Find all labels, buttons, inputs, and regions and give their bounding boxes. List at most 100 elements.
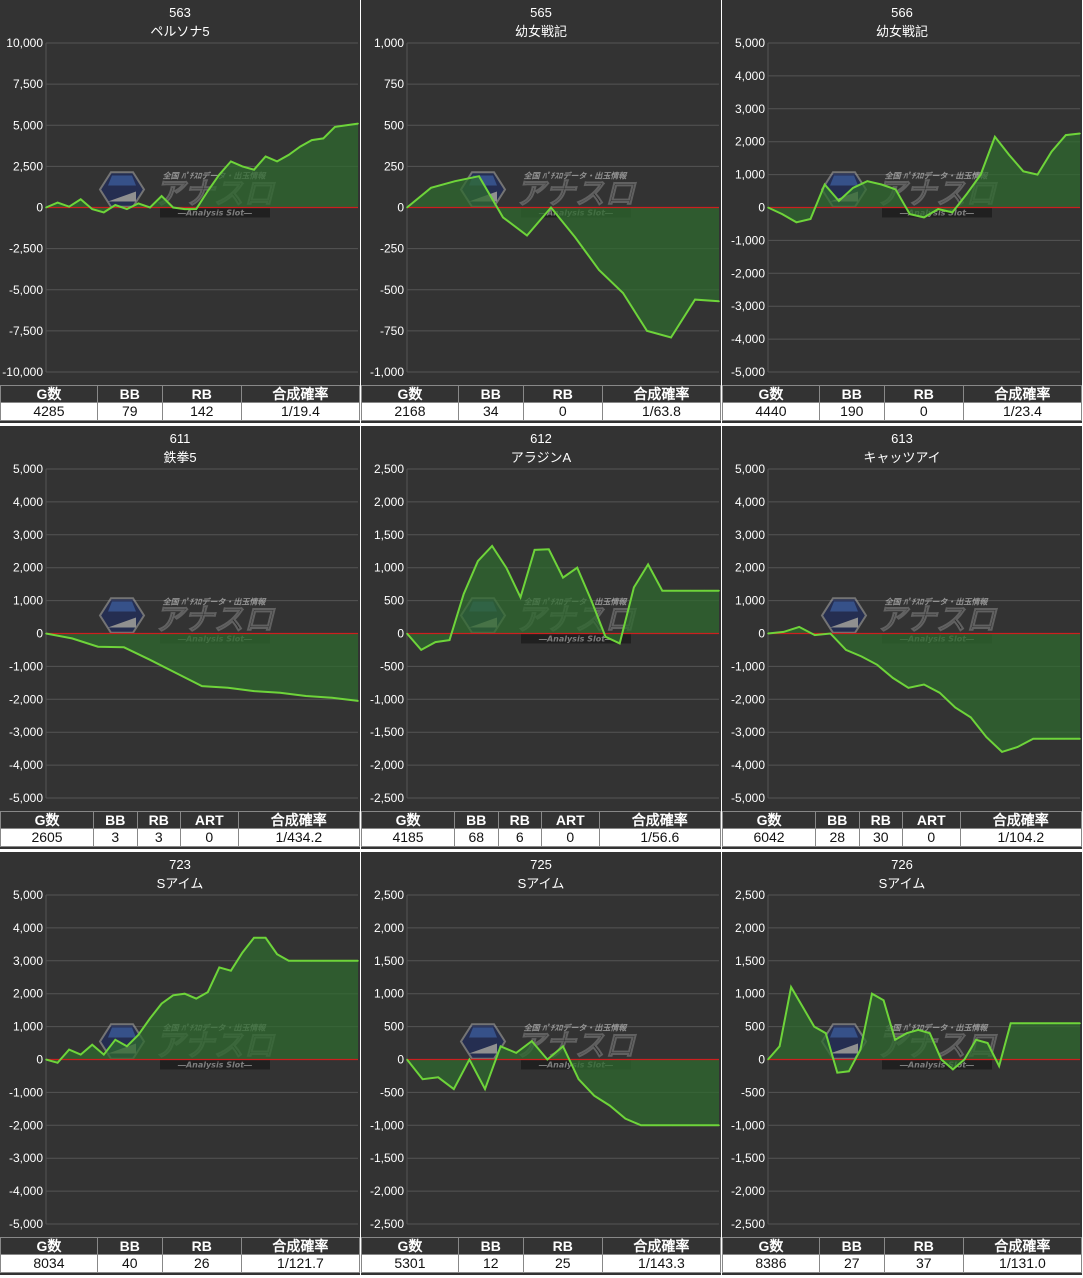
machine-name: 幼女戦記 (514, 24, 567, 39)
data-point (207, 190, 209, 192)
data-point (45, 206, 47, 209)
data-point (68, 1048, 70, 1051)
stats-header-row: G数 BB RB 合成確率 (722, 385, 1082, 403)
data-point (951, 211, 954, 214)
y-tick-label: -2,500 (370, 791, 404, 805)
data-point (287, 960, 290, 962)
data-point (852, 187, 854, 189)
data-point (279, 691, 281, 694)
series-area (407, 176, 719, 338)
chart: 2,500 2,000 1,500 1,000 500 0 -500 -1,000 -1,500… (370, 462, 720, 805)
chart: 2,500 2,000 1,500 1,000 500 0 -500 -1,000 -1,500… (370, 888, 720, 1231)
y-tick-label: 1,500 (374, 954, 404, 968)
y-tick-label: -5,000 (731, 791, 765, 805)
stats-header: BB (457, 385, 524, 403)
stats-table: G数 BB RB 合成確率 5301 12 25 1/143.3 (361, 1237, 721, 1273)
data-point (882, 999, 885, 1002)
watermark-sub-text: ―Analysis Slot― (177, 1061, 252, 1070)
data-point (782, 631, 785, 633)
y-tick-label: 2,000 (374, 495, 404, 509)
y-tick-label: -1,000 (370, 1118, 404, 1132)
y-tick-label: 1,000 (374, 36, 404, 50)
stats-header: ART (179, 811, 239, 829)
data-point (1056, 1022, 1058, 1025)
stats-header: 合成確率 (962, 1237, 1082, 1255)
data-point (172, 994, 174, 997)
y-tick-label: 500 (384, 594, 404, 608)
stats-value: 34 (457, 402, 524, 421)
stats-value: 2168 (361, 402, 459, 421)
stats-value-row: 2605 3 3 0 1/434.2 (0, 828, 360, 847)
data-point (618, 642, 621, 645)
y-tick-label: -1,000 (9, 1085, 43, 1099)
data-point (1001, 751, 1003, 753)
stats-header: RB (497, 811, 542, 829)
data-point (406, 632, 408, 635)
stats-value: 6 (497, 828, 542, 847)
y-tick-label: -2,500 (9, 242, 43, 256)
data-point (670, 336, 672, 339)
series-area (46, 633, 358, 701)
y-tick-label: -2,000 (370, 758, 404, 772)
stats-value: 40 (96, 1254, 163, 1273)
data-point (562, 1045, 564, 1048)
data-point (334, 960, 336, 962)
data-point (909, 213, 911, 215)
y-tick-label: 1,000 (374, 987, 404, 1001)
machine-number: 613 (891, 431, 913, 446)
data-point (462, 593, 465, 595)
stats-table: G数 BB RB ART 合成確率 6042 28 30 0 1/104.2 (722, 811, 1082, 847)
y-tick-label: -4,000 (9, 1184, 43, 1198)
data-point (938, 691, 941, 694)
watermark-top-text: 全国 ﾊﾟﾁｽﾛデータ・出玉情報 (885, 1023, 990, 1033)
data-point (640, 1124, 642, 1127)
y-tick-label: 0 (758, 1053, 765, 1067)
stats-header: ART (540, 811, 600, 829)
data-point (123, 646, 125, 649)
data-point (687, 1124, 689, 1127)
data-point (45, 632, 47, 635)
stats-value: 0 (540, 828, 600, 847)
data-point (253, 168, 255, 171)
y-tick-label: 5,000 (735, 462, 765, 476)
data-point (56, 201, 59, 204)
data-point (871, 992, 873, 995)
y-tick-label: 5,000 (13, 462, 43, 476)
watermark-top-text: 全国 ﾊﾟﾁｽﾛデータ・出玉情報 (163, 597, 268, 607)
machine-panel: 565 幼女戦記 1,000 750 500 250 0 -250 -500 -750 -1,000… (361, 0, 721, 423)
data-point (795, 221, 798, 224)
stats-header: 合成確率 (601, 1237, 721, 1255)
data-point (718, 589, 720, 592)
data-point (448, 639, 451, 641)
data-point (689, 589, 692, 592)
series-line (406, 175, 720, 339)
data-point (694, 298, 696, 301)
data-point (781, 213, 783, 215)
stats-header: 合成確率 (601, 385, 721, 403)
y-tick-label: 4,000 (13, 921, 43, 935)
data-point (675, 589, 678, 592)
y-tick-label: -3,000 (9, 725, 43, 739)
y-tick-label: -750 (380, 324, 404, 338)
y-tick-label: -5,000 (731, 365, 765, 379)
y-tick-label: 5,000 (13, 888, 43, 902)
data-point (334, 126, 336, 128)
data-point (894, 188, 897, 191)
data-point (940, 1058, 943, 1061)
data-point (183, 992, 186, 995)
data-point (1009, 1022, 1012, 1025)
data-point (859, 1048, 862, 1051)
stats-value: 1/56.6 (598, 828, 721, 847)
data-point (1021, 1022, 1023, 1025)
data-point (241, 951, 244, 954)
data-point (305, 695, 307, 697)
data-point (114, 204, 117, 206)
watermark-sub-text: ―Analysis Slot― (177, 209, 252, 218)
watermark-main-text: アナスロ (876, 603, 997, 638)
series-area (46, 937, 358, 1063)
machine-panel: 723 Sアイム 5,000 4,000 3,000 2,000 1,000 0 -1,000 -… (0, 852, 360, 1275)
data-point (970, 716, 972, 719)
machine-name: 鉄拳5 (163, 450, 197, 465)
stats-value: 6042 (722, 828, 817, 847)
data-point (767, 632, 769, 635)
